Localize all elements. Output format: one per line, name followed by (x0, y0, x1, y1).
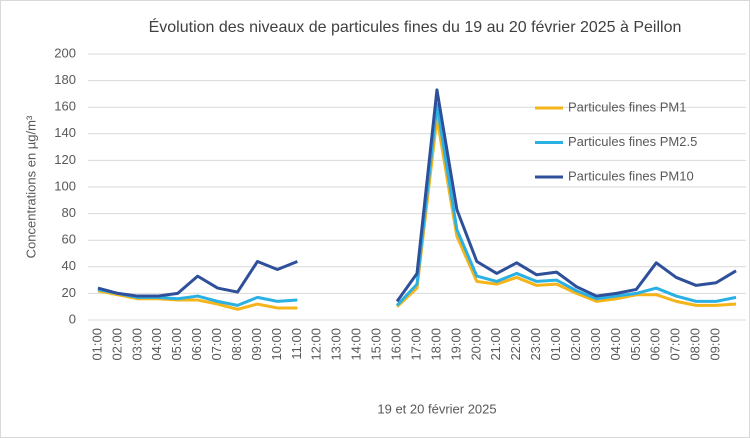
legend-label: Particules fines PM10 (568, 168, 694, 183)
x-tick-label: 05:00 (169, 328, 184, 361)
x-tick-label: 14:00 (349, 328, 364, 361)
x-tick-label: 16:00 (388, 328, 403, 361)
x-tick-label: 05:00 (628, 328, 643, 361)
legend-label: Particules fines PM1 (568, 99, 687, 114)
series-line (97, 88, 737, 303)
x-tick-label: 10:00 (269, 328, 284, 361)
x-tick-label: 18:00 (428, 328, 443, 361)
x-tick-label: 15:00 (369, 328, 384, 361)
x-axis-title: 19 et 20 février 2025 (377, 401, 496, 416)
y-tick-label: 0 (69, 311, 76, 326)
x-tick-label: 02:00 (109, 328, 124, 361)
x-tick-label: 01:00 (548, 328, 563, 361)
y-tick-label: 120 (54, 152, 76, 167)
x-tick-label: 19:00 (448, 328, 463, 361)
y-tick-label: 40 (62, 258, 76, 273)
chart-title: Évolution des niveaux de particules fine… (149, 17, 682, 36)
x-tick-label: 06:00 (189, 328, 204, 361)
y-axis-title: Concentrations en µg/m³ (23, 115, 38, 258)
x-tick-label: 01:00 (89, 328, 104, 361)
x-tick-label: 07:00 (668, 328, 683, 361)
x-tick-label: 03:00 (129, 328, 144, 361)
x-tick-label: 20:00 (468, 328, 483, 361)
x-tick-label: 11:00 (289, 328, 304, 360)
x-tick-label: 09:00 (708, 328, 723, 361)
y-tick-label: 180 (54, 72, 76, 87)
x-tick-label: 07:00 (209, 328, 224, 361)
x-tick-label: 02:00 (568, 328, 583, 361)
y-tick-label: 160 (54, 99, 76, 114)
x-tick-label: 12:00 (309, 328, 324, 361)
y-tick-label: 20 (62, 285, 76, 300)
y-tick-label: 60 (62, 232, 76, 247)
y-tick-label: 200 (54, 45, 76, 60)
y-tick-label: 80 (62, 205, 76, 220)
y-tick-label: 140 (54, 125, 76, 140)
x-tick-label: 21:00 (488, 328, 503, 361)
x-tick-label: 09:00 (249, 328, 264, 361)
x-tick-label: 08:00 (229, 328, 244, 361)
x-tick-label: 08:00 (688, 328, 703, 361)
x-tick-label: 22:00 (508, 328, 523, 361)
x-tick-label: 04:00 (608, 328, 623, 361)
x-tick-label: 13:00 (329, 328, 344, 361)
x-tick-label: 17:00 (408, 328, 423, 361)
x-tick-label: 06:00 (648, 328, 663, 361)
x-tick-label: 03:00 (588, 328, 603, 361)
legend-label: Particules fines PM2.5 (568, 134, 697, 149)
y-tick-label: 100 (54, 178, 76, 193)
x-tick-label: 04:00 (149, 328, 164, 361)
x-tick-label: 23:00 (528, 328, 543, 361)
